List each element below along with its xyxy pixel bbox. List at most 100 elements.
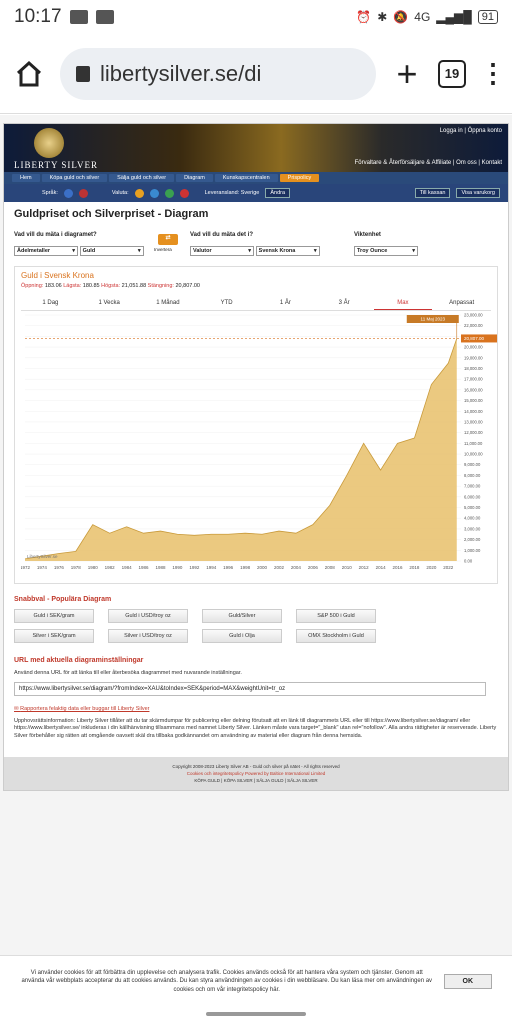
x-tick-label: 1978: [71, 565, 82, 570]
x-tick-label: 2006: [308, 565, 319, 570]
chart-panel: Guld i Svensk Krona Öppning: 183.06 Lägs…: [14, 266, 498, 584]
gmail-icon: [69, 10, 88, 24]
metal-type-select[interactable]: Ädelmetaller ▾: [14, 246, 78, 256]
quick-gold-oil[interactable]: Guld i Olja: [202, 629, 282, 643]
y-tick-label: 20,000.00: [464, 345, 483, 350]
signal-icon: ▂▄▆█: [436, 10, 472, 24]
footer-links[interactable]: Cookies och integritetspolicy Powered by…: [186, 770, 326, 776]
checkout-button[interactable]: Till kassan: [414, 188, 451, 198]
page-title: Guldpriset och Silverpriset - Diagram: [14, 208, 209, 220]
network-label: 4G: [414, 10, 431, 24]
quick-gold-sek-gram[interactable]: Guld i SEK/gram: [14, 609, 94, 623]
cookie-text: Vi använder cookies för att förbättra di…: [21, 969, 433, 993]
price-line: [24, 338, 458, 560]
copyright-info: Upphovsrättsinformation: Liberty Silver …: [14, 717, 497, 740]
new-tab-icon[interactable]: +: [396, 52, 418, 94]
y-tick-label: 1,000.00: [464, 548, 481, 553]
nok-currency-icon[interactable]: [179, 188, 189, 198]
tab-custom[interactable]: Anpassat: [449, 300, 475, 306]
sek-currency-icon[interactable]: [134, 188, 144, 198]
main-content: Guldpriset och Silverpriset - Diagram Va…: [4, 202, 508, 757]
x-tick-label: 1984: [122, 565, 133, 570]
x-tick-label: 1988: [155, 565, 166, 570]
quick-silver-sek-gram[interactable]: Silver i SEK/gram: [14, 629, 94, 643]
x-tick-label: 1986: [139, 565, 150, 570]
y-tick-label: 23,000.00: [464, 313, 483, 318]
y-tick-label: 19,000.00: [464, 355, 483, 360]
quick-gold-silver[interactable]: Guld/Silver: [202, 609, 282, 623]
current-value-label: 20,807.00: [464, 336, 485, 341]
nav-buy[interactable]: Köpa guld och silver: [41, 174, 108, 182]
currency-select[interactable]: Svensk Krona ▾: [255, 246, 320, 256]
nav-home[interactable]: Hem: [12, 174, 40, 182]
web-page[interactable]: LIBERTY SILVER Logga in | Öppna konto Fö…: [0, 115, 512, 955]
gesture-bar[interactable]: [206, 1012, 306, 1016]
tab-1-month[interactable]: 1 Månad: [156, 300, 180, 306]
language-label: Språk:: [42, 190, 58, 196]
price-chart[interactable]: 0.00 1,000.00 2,000.00 3,000.00 4,000.00 5,00…: [21, 311, 501, 579]
tab-1-year[interactable]: 1 År: [279, 300, 291, 306]
change-country-button[interactable]: Ändra: [265, 188, 291, 198]
quick-omx-gold[interactable]: OMX Stockholm i Guld: [296, 629, 376, 643]
eur-currency-icon[interactable]: [149, 188, 159, 198]
address-bar[interactable]: libertysilver.se/di: [60, 47, 376, 100]
nav-pricing[interactable]: Prispolicy: [279, 174, 320, 182]
unit-type-select[interactable]: Valutor ▾: [190, 246, 254, 256]
tab-max[interactable]: Max: [373, 297, 433, 310]
quick-silver-usd-oz[interactable]: Silver i USD/troy oz: [108, 629, 188, 643]
report-bug-link[interactable]: ✉ Rapportera felaktig data eller buggar …: [14, 705, 150, 712]
cookie-ok-button[interactable]: OK: [443, 974, 492, 989]
x-tick-label: 2000: [257, 565, 268, 570]
x-tick-label: 1996: [223, 565, 234, 570]
nav-sell[interactable]: Sälja guld och silver: [109, 174, 175, 182]
invert-button[interactable]: ⇄: [158, 234, 178, 245]
x-tick-label: 1990: [172, 565, 183, 570]
home-icon[interactable]: [12, 57, 46, 91]
invert-label: Invertera: [154, 247, 172, 252]
y-tick-label: 14,000.00: [464, 409, 483, 414]
menu-icon[interactable]: ⋮: [480, 58, 506, 88]
usd-currency-icon[interactable]: [164, 188, 174, 198]
status-time: 10:17: [14, 6, 62, 27]
tab-1-week[interactable]: 1 Vecka: [98, 300, 120, 306]
site-footer: Copyright 2008-2023 Liberty Silver AB - …: [4, 756, 508, 791]
date-tooltip: [406, 315, 459, 323]
footer-nav[interactable]: KÖPA GULD | KÖPA SILVER | SÄLJA GULD | S…: [194, 778, 318, 784]
info-links[interactable]: Förvaltare & Återförsäljare & Affiliate …: [354, 160, 502, 166]
country-label: Leveransland: Sverige: [204, 190, 260, 196]
browser-toolbar: libertysilver.se/di + 19 ⋮: [0, 34, 512, 114]
current-value-badge: [461, 334, 497, 343]
y-tick-label: 3,000.00: [464, 526, 481, 531]
alarm-icon: ⏰: [356, 10, 372, 24]
y-tick-label: 8,000.00: [464, 473, 481, 478]
nav-knowledge[interactable]: Kunskapscentralen: [214, 174, 278, 182]
x-tick-label: 1992: [189, 565, 200, 570]
x-tick-label: 1998: [240, 565, 251, 570]
chart-url-input[interactable]: https://www.libertysilver.se/diagram/?fr…: [14, 681, 486, 696]
swedish-flag-icon[interactable]: [63, 188, 73, 198]
url-description: Använd denna URL för att länka till elle…: [14, 670, 242, 676]
y-tick-label: 17,000.00: [464, 377, 483, 382]
quick-gold-usd-oz[interactable]: Guld i USD/troy oz: [108, 609, 188, 623]
x-tick-label: 1972: [21, 565, 31, 570]
unit-label: Vad vill du mäta det i?: [190, 232, 254, 238]
quick-sp500-gold[interactable]: S&P 500 i Guld: [296, 609, 376, 623]
account-links[interactable]: Logga in | Öppna konto: [439, 128, 502, 134]
nav-charts[interactable]: Diagram: [176, 174, 213, 182]
unit-group: Vad vill du mäta det i? Valutor ▾ Svensk …: [190, 232, 354, 256]
chart-watermark: LibertySilver.se: [27, 554, 58, 559]
metal-select[interactable]: Guld ▾: [79, 246, 144, 256]
tab-1-day[interactable]: 1 Dag: [42, 300, 59, 306]
x-tick-label: 1982: [105, 565, 116, 570]
view-cart-button[interactable]: Visa varukorg: [456, 188, 500, 198]
quick-section-title: Snabbval - Populära Diagram: [14, 596, 112, 603]
tab-ytd[interactable]: YTD: [220, 300, 233, 306]
tab-3-year[interactable]: 3 År: [338, 300, 350, 306]
y-tick-label: 0.00: [464, 559, 473, 564]
tab-switcher-button[interactable]: 19: [438, 59, 466, 88]
measure-group: Vad vill du mäta i diagramet? Ädelmetall…: [14, 232, 190, 256]
site-logo[interactable]: LIBERTY SILVER: [14, 128, 98, 170]
chart-title: Guld i Svensk Krona: [21, 271, 94, 280]
uk-flag-icon[interactable]: [78, 188, 88, 198]
weight-select[interactable]: Troy Ounce ▾: [354, 246, 418, 256]
